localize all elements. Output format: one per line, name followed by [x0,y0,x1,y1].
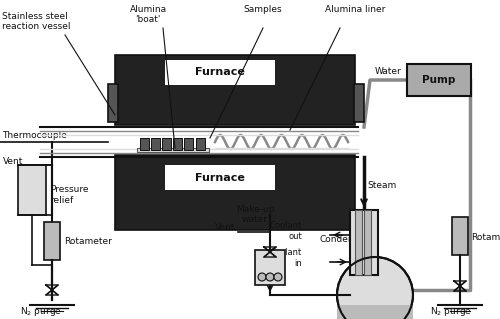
Bar [255,250,285,285]
Text: Rotameter: Rotameter [471,233,500,241]
Text: Alumina
'boat': Alumina 'boat' [130,5,166,24]
Bar [173,138,182,150]
Text: Thermocouple: Thermocouple [2,130,67,139]
Text: N$_2$ purge: N$_2$ purge [430,306,472,318]
Bar [18,165,46,215]
Text: Samples: Samples [244,5,282,14]
Text: Coolant
in: Coolant in [270,248,302,268]
Text: Make-up
water: Make-up water [236,205,274,224]
Text: Furnace: Furnace [195,67,245,77]
Bar [140,138,149,150]
Bar [108,84,118,122]
FancyBboxPatch shape [407,64,471,96]
Circle shape [258,273,266,281]
Text: Alumina liner: Alumina liner [325,5,385,14]
Text: Rotameter: Rotameter [64,238,112,247]
Bar [196,138,205,150]
Bar [44,222,60,260]
Bar [350,210,378,275]
Bar [137,148,209,152]
Text: N$_2$ purge: N$_2$ purge [20,306,62,318]
Bar [364,210,371,275]
Bar [115,155,355,230]
Circle shape [337,257,413,319]
Bar [165,60,275,85]
Bar [184,138,193,150]
Bar [452,217,468,255]
Text: Vent: Vent [214,224,235,233]
Text: Pressure
relief: Pressure relief [50,185,88,205]
Text: Coolant
out: Coolant out [270,221,302,241]
Bar [151,138,160,150]
Bar [355,210,362,275]
Text: Furnace: Furnace [195,173,245,183]
Bar [354,84,364,122]
Text: Pump: Pump [422,75,456,85]
Text: Vent: Vent [3,157,24,166]
Bar [162,138,171,150]
Text: Steam: Steam [367,181,396,189]
Text: Condenser: Condenser [320,235,368,244]
Text: Water: Water [375,68,402,77]
Bar [115,55,355,125]
Circle shape [266,273,274,281]
Bar [165,165,275,190]
Text: Stainless steel
reaction vessel: Stainless steel reaction vessel [2,12,70,31]
Circle shape [274,273,282,281]
